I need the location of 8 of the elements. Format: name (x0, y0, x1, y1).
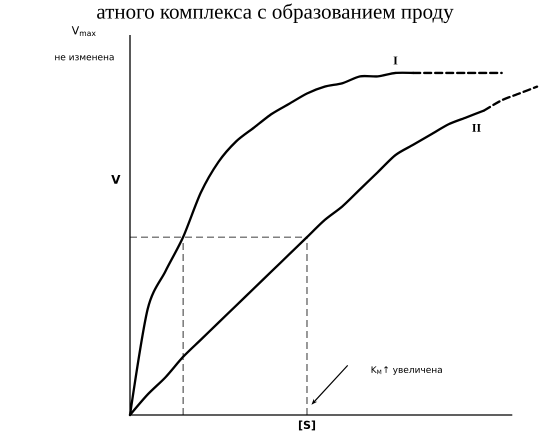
text: не изменена (55, 55, 114, 60)
series-label: II (472, 124, 481, 132)
text: V$_{max}$ (72, 26, 96, 36)
annotation: K$_{M}$↑ увеличена (372, 366, 442, 375)
series-label: I (394, 56, 398, 64)
y-axis-title: V (111, 175, 120, 184)
x-axis-title: [S] (298, 420, 316, 430)
chart-title: атного комплекса с образованием проду (97, 4, 454, 24)
